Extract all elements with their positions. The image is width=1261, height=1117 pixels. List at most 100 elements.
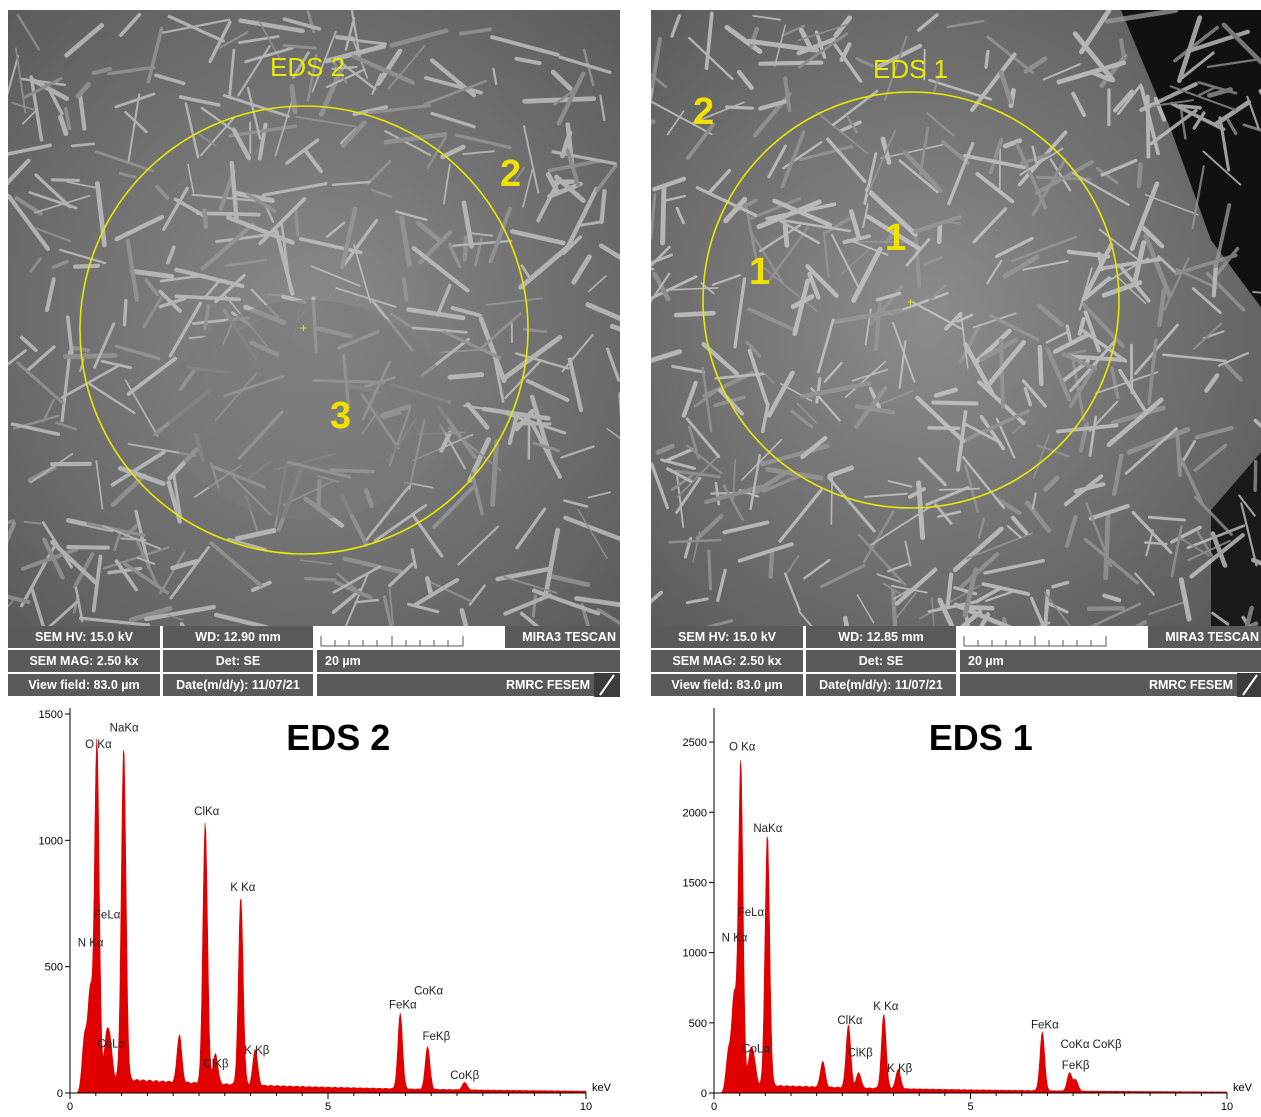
peak-annotation: ClKα (837, 1015, 863, 1027)
crystal-texture-mark (602, 191, 605, 222)
scale-label: 20 µm (317, 650, 620, 672)
eds2-circle-label: EDS 2 (270, 52, 345, 82)
crystal-texture-mark (450, 375, 482, 378)
scale-bar-ticks (960, 626, 1148, 650)
hv-readout: SEM HV: 15.0 kV (8, 626, 160, 648)
crystal-texture-mark (663, 188, 664, 243)
microscope-brand: MIRA3 TESCAN (505, 626, 620, 648)
spectrum-trace (70, 739, 586, 1093)
crystal-texture-mark (676, 313, 713, 315)
view-field-readout: View field: 83.0 µm (8, 674, 160, 696)
sem-micrograph-eds1: + EDS 1 2 1 1 (651, 10, 1261, 626)
crystal-texture-mark (404, 279, 407, 299)
crystal-texture-mark (68, 547, 107, 548)
lab-label: RMRC FESEM (317, 674, 594, 696)
peak-annotation: O Kα (85, 739, 112, 751)
scale-bar (317, 626, 505, 650)
crystal-texture-mark (1148, 96, 1149, 156)
y-tick-label: 500 (689, 1018, 707, 1030)
peak-annotation: ClKβ (203, 1059, 229, 1071)
x-axis-label: keV (1233, 1082, 1253, 1094)
crystal-texture-mark (65, 356, 115, 357)
region-marker-1: 1 (885, 217, 906, 259)
scale-bar (960, 626, 1148, 650)
peak-annotation: CoLα (97, 1039, 125, 1051)
peak-annotation: N Kα (78, 937, 104, 949)
view-field-readout: View field: 83.0 µm (651, 674, 803, 696)
crystal-texture-mark (75, 266, 98, 267)
peak-annotation: FeKα (389, 999, 417, 1011)
peak-annotation: K Kβ (887, 1063, 913, 1075)
crystal-texture-mark (727, 107, 753, 108)
peak-annotation: CoKβ (450, 1070, 479, 1082)
crystal-texture-mark (533, 596, 535, 616)
crystal-texture-mark (1255, 462, 1256, 491)
mag-readout: SEM MAG: 2.50 kx (651, 650, 803, 672)
peak-annotation: NaKα (110, 723, 139, 735)
crystal-texture-mark (1177, 431, 1180, 475)
peak-annotation: CoKα (414, 985, 443, 997)
y-tick-label: 1500 (683, 877, 707, 889)
y-tick-label: 2500 (683, 737, 707, 749)
peak-annotation: NaKα (753, 823, 782, 835)
peak-annotation: K Kβ (244, 1045, 270, 1057)
lab-label: RMRC FESEM (960, 674, 1237, 696)
x-axis-label: keV (592, 1082, 612, 1094)
crystal-texture-mark (306, 579, 336, 581)
crystal-texture-mark (125, 301, 126, 325)
x-tick-label: 0 (67, 1101, 73, 1112)
scale-label: 20 µm (960, 650, 1261, 672)
date-readout: Date(m/d/y): 11/07/21 (163, 674, 313, 696)
sem-image-panel-eds2: + EDS 2 2 3 SEM HV: 15.0 kV WD: 12.90 mm… (8, 10, 620, 697)
crystal-texture-mark (709, 551, 711, 589)
x-tick-label: 0 (711, 1101, 717, 1112)
tescan-logo-icon (594, 673, 620, 697)
chart-title: EDS 1 (929, 717, 1033, 758)
crystal-texture-mark (292, 87, 295, 112)
crystal-texture-mark (1214, 264, 1216, 296)
peak-annotation: FeKβ (423, 1031, 451, 1043)
crystal-texture-mark (771, 553, 772, 577)
y-tick-label: 0 (701, 1088, 707, 1100)
y-tick-label: 1000 (683, 948, 707, 960)
spectrum-trace (714, 760, 1227, 1093)
detector-readout: Det: SE (806, 650, 956, 672)
eds2-center-cross: + (300, 321, 307, 335)
peak-annotation: FeKβ (1062, 1060, 1090, 1072)
scale-bar-ticks (317, 626, 505, 650)
peak-annotation: O Kα (729, 741, 756, 753)
sem-image-panel-eds1: + EDS 1 2 1 1 SEM HV: 15.0 kV WD: 12.85 … (651, 10, 1261, 697)
sem-info-bar: SEM HV: 15.0 kV WD: 12.90 mm MIRA3 TESCA… (8, 626, 620, 697)
crystal-texture-mark (204, 210, 206, 226)
peak-annotation: K Kα (230, 882, 256, 894)
region-marker-3: 3 (330, 395, 351, 437)
y-tick-label: 0 (57, 1088, 63, 1100)
crystal-texture-mark (933, 403, 976, 404)
wd-readout: WD: 12.85 mm (806, 626, 956, 648)
y-tick-label: 1500 (39, 709, 63, 721)
crystal-texture-mark (1106, 515, 1108, 578)
region-marker-2: 2 (500, 153, 521, 195)
y-tick-label: 2000 (683, 807, 707, 819)
region-marker-2: 2 (693, 91, 714, 133)
eds1-center-cross: + (907, 295, 914, 309)
hv-readout: SEM HV: 15.0 kV (651, 626, 803, 648)
crystal-texture-mark (337, 37, 353, 39)
region-marker-1: 1 (749, 251, 770, 293)
crystal-texture-mark (893, 591, 896, 626)
chart-title: EDS 2 (286, 717, 390, 758)
peak-annotation: FeLα (94, 910, 121, 922)
peak-annotation: CoLα (742, 1043, 770, 1055)
peak-annotation: ClKβ (848, 1048, 874, 1060)
peak-annotation: N Kα (722, 932, 748, 944)
crystal-texture-mark (296, 209, 298, 236)
eds1-circle-label: EDS 1 (873, 54, 948, 84)
x-tick-label: 10 (580, 1101, 592, 1112)
peak-annotation: FeLα (738, 907, 765, 919)
mag-readout: SEM MAG: 2.50 kx (8, 650, 160, 672)
crystal-texture-mark (761, 63, 822, 64)
